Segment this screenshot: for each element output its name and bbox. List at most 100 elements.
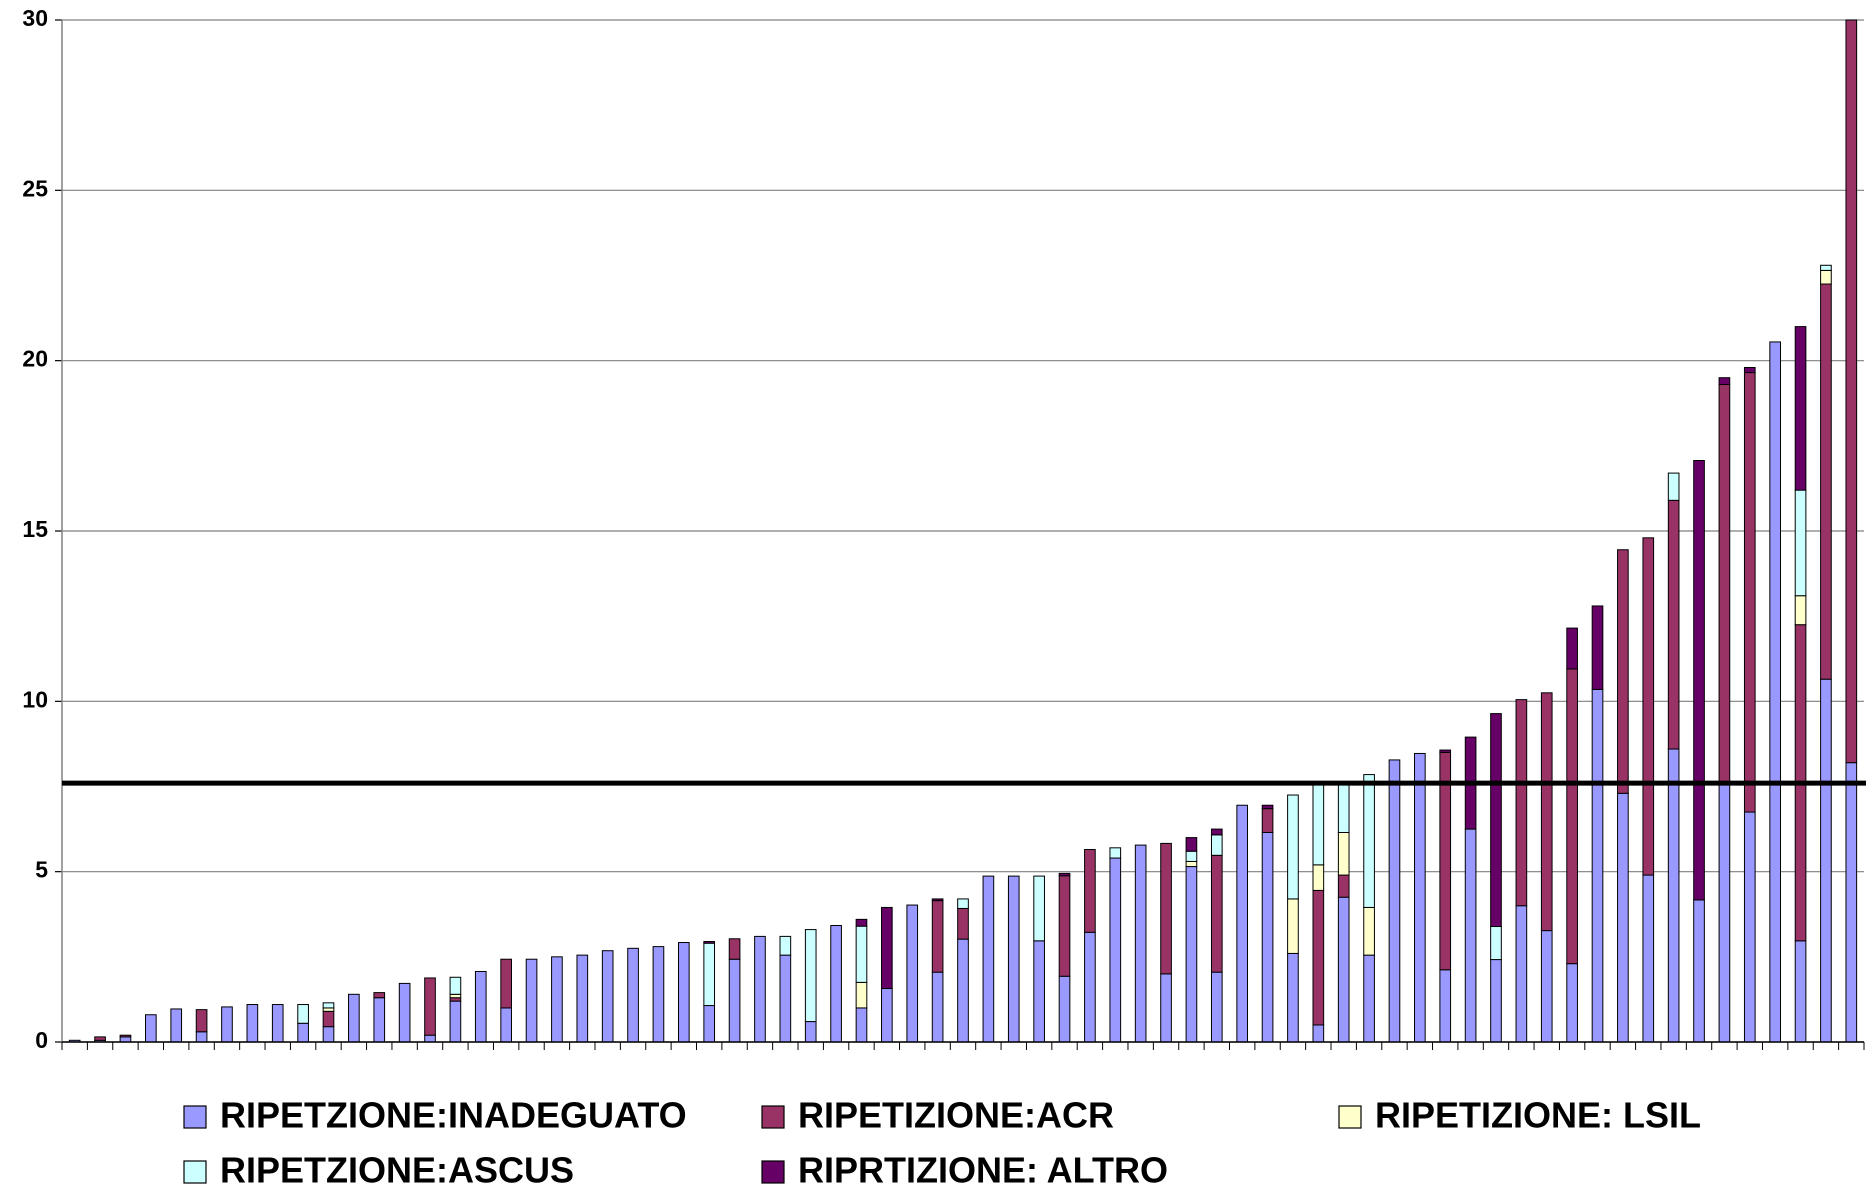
bar-segment [1743,366,1756,374]
bar-segment [830,924,842,1043]
bar-segment [500,958,512,1009]
bar-segment [1363,906,1375,956]
bar-segment [170,1008,183,1043]
bar-segment [1515,699,1528,907]
bar-segment [1591,605,1604,690]
bar-segment [1084,849,1096,933]
bar-segment [779,935,792,956]
bar-segment [703,1005,716,1043]
bar-segment [1261,808,1274,833]
bar-segment [1794,595,1807,626]
bar-segment [449,976,462,995]
bar-segment [1312,782,1325,866]
bar-segment [322,1026,335,1043]
bar-segment [1287,952,1299,1043]
bar-segment [1210,854,1223,973]
bar-segment [601,950,614,1043]
bar-segment [1414,752,1426,1043]
bar-segment [1337,782,1350,833]
bar-segment [1363,954,1375,1043]
bar-segment [1033,940,1045,1043]
bar-segment [1337,831,1350,876]
bar-segment [1210,971,1223,1043]
bar-segment [348,993,360,1043]
bar-segment [1312,889,1325,1026]
bar-segment [855,981,868,1009]
y-tick-label: 0 [35,1027,48,1053]
bar-segment [195,1009,208,1033]
bar-segment [677,942,690,1043]
bar-segment [1490,713,1502,928]
bar-segment [754,935,766,1043]
y-tick-label: 25 [22,175,48,201]
bar-segment [1058,872,1071,877]
bar-segment [1642,874,1655,1043]
bar-segment [1743,811,1756,1043]
bar-segment [906,904,919,1043]
bar-segment [525,958,538,1043]
bar-segment [1794,326,1807,491]
bar-segment [1566,627,1578,670]
bar-segment [728,958,741,1043]
bar-segment [1337,874,1350,898]
bar-segment [855,925,868,983]
bar-segment [1794,940,1807,1043]
bar-segment [297,1004,309,1024]
bar-segment [1540,692,1553,932]
bar-segment [1337,896,1350,1043]
bar-segment [703,942,716,1007]
bar-segment [931,900,944,973]
bar-segment [855,1007,868,1043]
bar-segment [297,1022,309,1043]
bar-segment [94,1036,106,1041]
bar-segment [1312,864,1325,891]
bar-segment [1490,959,1502,1043]
bar-segment [1109,857,1122,1043]
legend-swatch [183,1105,207,1129]
bar-segment [1185,860,1198,868]
legend-swatch [761,1105,785,1129]
y-tick-label: 10 [22,686,48,712]
bar-segment [373,992,386,999]
y-tick-label: 15 [22,516,48,542]
bar-segment [1160,973,1172,1043]
bar-segment [1134,844,1147,1043]
bar-segment [1820,678,1832,1043]
bar-segment [1667,499,1680,750]
bar-segment [1667,748,1680,1043]
y-tick-label: 5 [35,857,48,883]
y-tick-label: 30 [22,5,48,31]
bar-segment [145,1014,157,1043]
bar-segment [1185,866,1198,1043]
bar-segment [1718,782,1731,1043]
bar-segment [322,1010,335,1028]
bar-segment [1515,905,1528,1043]
bar-segment [1160,842,1172,975]
bar-segment [449,993,462,999]
bar-segment [398,982,411,1043]
bar-segment [271,1004,284,1043]
bar-segment [1261,831,1274,1043]
bar-segment [1084,931,1096,1043]
bar-segment [1566,963,1578,1043]
bar-segment [1058,975,1071,1043]
bar-segment [1439,969,1452,1043]
bar-segment [881,988,893,1043]
bar-segment [1820,264,1832,271]
bar-segment [373,997,386,1043]
bar-segment [1007,875,1020,1043]
legend-swatch [1338,1105,1362,1129]
bar-segment [957,898,969,909]
bar-segment [1617,549,1629,794]
bar-segment [1363,774,1375,908]
bar-segment [1261,804,1274,810]
bar-segment [728,938,741,960]
bar-segment [221,1006,233,1043]
bar-segment [576,954,589,1043]
bar-segment [1642,537,1655,876]
bar-segment [1845,19,1858,764]
bar-segment [652,946,665,1043]
bar-segment [1236,804,1249,1043]
bar-segment [119,1034,132,1038]
bar-segment [957,938,969,1043]
